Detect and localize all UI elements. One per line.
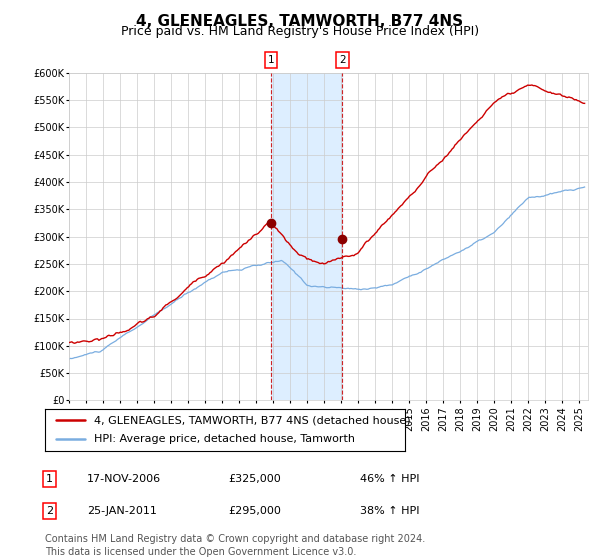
Text: 1: 1 <box>46 474 53 484</box>
Text: 2: 2 <box>46 506 53 516</box>
Text: £295,000: £295,000 <box>228 506 281 516</box>
Text: HPI: Average price, detached house, Tamworth: HPI: Average price, detached house, Tamw… <box>94 435 355 445</box>
Text: Price paid vs. HM Land Registry's House Price Index (HPI): Price paid vs. HM Land Registry's House … <box>121 25 479 38</box>
Text: 4, GLENEAGLES, TAMWORTH, B77 4NS: 4, GLENEAGLES, TAMWORTH, B77 4NS <box>136 14 464 29</box>
Text: 4, GLENEAGLES, TAMWORTH, B77 4NS (detached house): 4, GLENEAGLES, TAMWORTH, B77 4NS (detach… <box>94 415 410 425</box>
Text: 1: 1 <box>268 55 274 64</box>
Text: 46% ↑ HPI: 46% ↑ HPI <box>360 474 419 484</box>
Text: 38% ↑ HPI: 38% ↑ HPI <box>360 506 419 516</box>
Text: 25-JAN-2011: 25-JAN-2011 <box>87 506 157 516</box>
Text: 17-NOV-2006: 17-NOV-2006 <box>87 474 161 484</box>
Text: Contains HM Land Registry data © Crown copyright and database right 2024.
This d: Contains HM Land Registry data © Crown c… <box>45 534 425 557</box>
Text: £325,000: £325,000 <box>228 474 281 484</box>
Text: 2: 2 <box>339 55 346 64</box>
Bar <box>271 73 343 400</box>
